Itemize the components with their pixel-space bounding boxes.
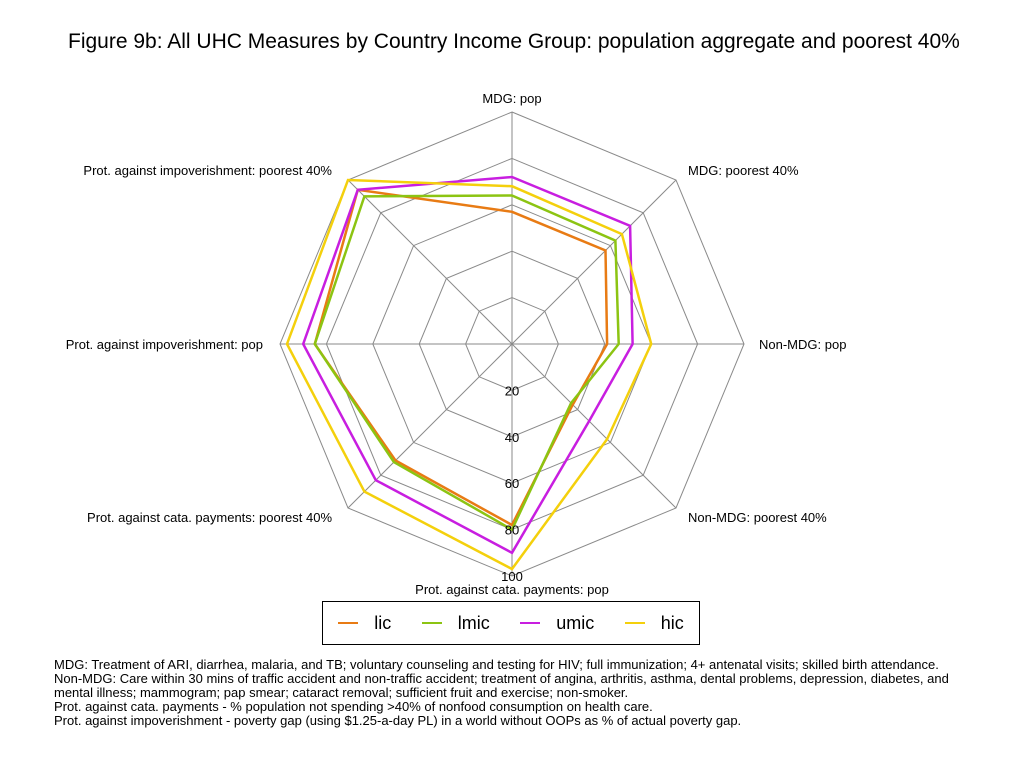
series-line-hic <box>285 178 653 571</box>
legend-label-lmic: lmic <box>457 612 490 633</box>
radar-grid <box>279 111 745 577</box>
axis-labels: MDG: pop MDG: poorest 40% Non-MDG: pop Non-… <box>66 91 847 597</box>
grid-spoke-3 <box>511 343 677 509</box>
radar-chart: 20 40 60 80 100 MDG: pop MDG: poorest 40% Non-… <box>66 91 847 597</box>
legend-swatch-hic <box>624 622 645 624</box>
legend-item-umic: umic <box>520 613 594 634</box>
axis-label-5: Prot. against cata. payments: poorest 40… <box>87 510 332 525</box>
legend-swatch-lmic <box>421 622 442 624</box>
legend-item-lmic: lmic <box>421 612 490 634</box>
legend-label-hic: hic <box>660 612 684 633</box>
radar-series <box>285 175 653 571</box>
legend-label-umic: umic <box>556 612 595 633</box>
chart-title: Figure 9b: All UHC Measures by Country I… <box>68 30 960 53</box>
axis-label-3: Non-MDG: poorest 40% <box>688 510 827 525</box>
note-impoverishment: Prot. against impoverishment - poverty g… <box>54 713 742 728</box>
legend-swatch-umic <box>520 622 541 624</box>
series-line-lic <box>313 188 609 527</box>
legend-label-lic: lic <box>374 612 392 633</box>
legend-item-hic: hic <box>624 612 684 634</box>
tick-label-20: 20 <box>505 383 519 398</box>
axis-label-7: Prot. against impoverishment: poorest 40… <box>83 163 332 178</box>
legend: lic lmic umic hic <box>322 601 700 645</box>
legend-swatch-lic <box>338 622 359 624</box>
tick-label-40: 40 <box>505 430 519 445</box>
axis-label-0: MDG: pop <box>482 91 541 106</box>
radial-tick-labels: 20 40 60 80 100 <box>501 383 523 584</box>
series-line-lmic <box>313 194 620 532</box>
legend-item-lic: lic <box>338 613 391 634</box>
note-cata-payments: Prot. against cata. payments - % populat… <box>54 699 653 714</box>
note-mdg: MDG: Treatment of ARI, diarrhea, malaria… <box>54 657 939 672</box>
footnotes: MDG: Treatment of ARI, diarrhea, malaria… <box>54 658 974 728</box>
axis-label-6: Prot. against impoverishment: pop <box>66 337 263 352</box>
note-non-mdg: Non-MDG: Care within 30 mins of traffic … <box>54 671 949 700</box>
axis-label-2: Non-MDG: pop <box>759 337 846 352</box>
axis-label-1: MDG: poorest 40% <box>688 163 799 178</box>
grid-spoke-1 <box>511 179 677 345</box>
axis-label-4: Prot. against cata. payments: pop <box>415 582 609 597</box>
tick-label-80: 80 <box>505 523 519 538</box>
grid-spoke-7 <box>347 179 513 345</box>
tick-label-100: 100 <box>501 569 523 584</box>
tick-label-60: 60 <box>505 476 519 491</box>
